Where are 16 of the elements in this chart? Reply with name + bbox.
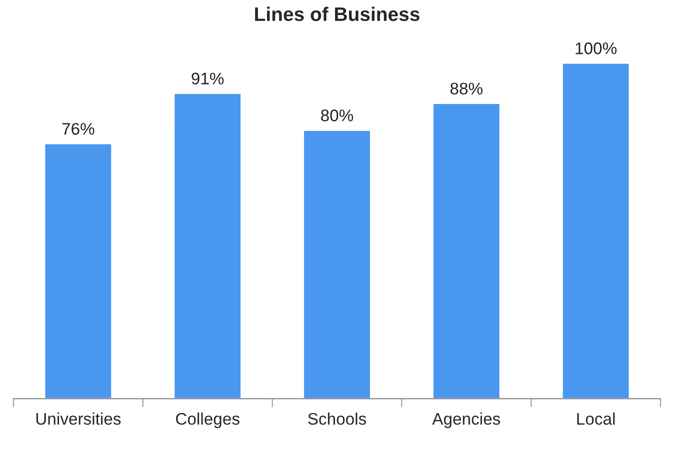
data-label: 88% bbox=[450, 82, 482, 94]
bar bbox=[173, 92, 242, 399]
data-label: 76% bbox=[62, 122, 94, 135]
data-label: 91% bbox=[192, 72, 224, 84]
x-tick-label: Universities bbox=[36, 412, 121, 425]
bar bbox=[561, 62, 630, 399]
bar bbox=[302, 130, 372, 399]
x-tick-label: Colleges bbox=[176, 412, 240, 428]
x-tick-label: Agencies bbox=[432, 412, 500, 428]
x-tick-label: Local bbox=[577, 412, 615, 425]
bar bbox=[44, 142, 113, 399]
bar bbox=[432, 102, 501, 399]
data-label: 80% bbox=[321, 110, 354, 122]
x-tick-label: Schools bbox=[308, 412, 366, 425]
chart-title: Lines of Business bbox=[255, 6, 420, 22]
data-label: 100% bbox=[576, 42, 617, 54]
